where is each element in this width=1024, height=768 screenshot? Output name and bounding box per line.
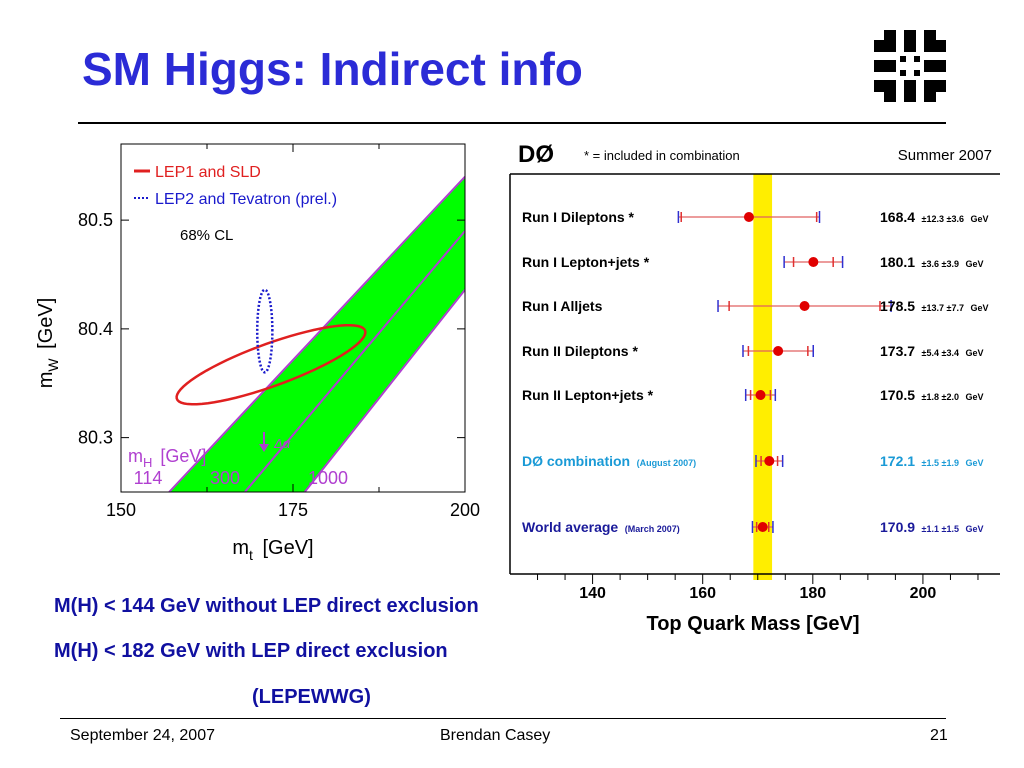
d0-data-point — [773, 346, 784, 356]
higgs-mass-value: 300 — [210, 468, 240, 488]
fermilab-logo-icon — [874, 30, 946, 102]
lep-plot-area — [168, 175, 465, 492]
footer-divider — [60, 718, 946, 719]
d0-measurement-value: 172.1 ±1.5 ±1.9 GeV — [880, 453, 983, 469]
lep1-sld-contour — [175, 323, 367, 406]
y-tick-label: 80.3 — [78, 428, 113, 448]
lep2-tevatron-contour — [255, 288, 274, 374]
world-average-band — [753, 174, 773, 580]
d0-data-point — [764, 456, 775, 466]
footer-page-number: 21 — [930, 727, 948, 744]
d0-measurement-value: 173.7 ±5.4 ±3.4 GeV — [880, 343, 983, 359]
d0-measurement-value: 170.9 ±1.1 ±1.5 GeV — [880, 519, 983, 535]
legend-lep2-label: LEP2 and Tevatron (prel.) — [155, 191, 337, 208]
d0-measurement-label: World average (March 2007) — [522, 519, 680, 535]
d0-data-point — [755, 390, 766, 400]
d0-measurement-row: Run II Lepton+jets * 170.5 ±1.8 ±2.0 GeV — [522, 387, 983, 403]
d0-x-tick-label: 180 — [799, 585, 826, 602]
footer-date: September 24, 2007 — [70, 727, 215, 744]
d0-data-point — [757, 522, 768, 532]
d0-x-tick-label: 200 — [910, 585, 937, 602]
d0-measurement-row: Run I Alljets 178.5 ±13.7 ±7.7 GeV — [522, 298, 988, 314]
delta-alpha-label: Δα — [273, 436, 291, 451]
d0-measurement-value: 180.1 ±3.6 ±3.9 GeV — [880, 254, 983, 270]
higgs-line-1000 — [303, 289, 465, 492]
d0-measurement-label: Run I Lepton+jets * — [522, 254, 650, 270]
d0-x-tick-label: 160 — [689, 585, 716, 602]
mw-vs-mt-chart: 150 175 200 80.3 80.4 80.5 mt [GeV] mW [GeV] LEP… — [35, 143, 480, 563]
d0-measurement-label: Run I Dileptons * — [522, 209, 635, 225]
delta-alpha-arrowhead — [259, 444, 269, 452]
higgs-line-114 — [168, 175, 465, 492]
higgs-mass-label: mH [GeV] — [128, 446, 206, 470]
legend-lep1-label: LEP1 and SLD — [155, 164, 261, 181]
y-tick-label: 80.4 — [78, 319, 113, 339]
d0-measurement-label: Run II Lepton+jets * — [522, 387, 654, 403]
y-axis-label: mW [GeV] — [35, 298, 61, 389]
d0-measurement-row: Run II Dileptons * 173.7 ±5.4 ±3.4 GeV — [522, 343, 983, 359]
title-divider — [78, 122, 946, 124]
slide-title: SM Higgs: Indirect info — [82, 43, 583, 95]
d0-data-point — [808, 257, 819, 267]
d0-experiment-label: DØ — [518, 141, 554, 168]
d0-x-axis-label: Top Quark Mass [GeV] — [646, 613, 859, 635]
higgs-mass-value: 1000 — [308, 468, 348, 488]
x-axis-label: mt [GeV] — [232, 537, 313, 563]
x-tick-label: 200 — [450, 500, 480, 520]
d0-top-mass-chart: DØ * = included in combination Summer 2007… — [509, 141, 1000, 635]
d0-measurement-label: Run I Alljets — [522, 298, 603, 314]
d0-measurement-value: 168.4 ±12.3 ±3.6 GeV — [880, 209, 988, 225]
confidence-level-label: 68% CL — [180, 227, 233, 244]
d0-date-label: Summer 2007 — [898, 147, 992, 164]
x-tick-label: 175 — [278, 500, 308, 520]
d0-measurement-value: 170.5 ±1.8 ±2.0 GeV — [880, 387, 983, 403]
d0-legend-note: * = included in combination — [584, 148, 740, 163]
d0-measurement-row: Run I Dileptons * 168.4 ±12.3 ±3.6 GeV — [522, 209, 988, 225]
note-without-lep: M(H) < 144 GeV without LEP direct exclus… — [54, 595, 479, 617]
footer-author: Brendan Casey — [440, 727, 551, 744]
d0-measurement-row: Run I Lepton+jets * 180.1 ±3.6 ±3.9 GeV — [522, 254, 983, 270]
note-with-lep: M(H) < 182 GeV with LEP direct exclusion — [54, 640, 448, 662]
d0-measurement-row: World average (March 2007) 170.9 ±1.1 ±1.… — [522, 519, 983, 535]
d0-data-point — [799, 301, 810, 311]
d0-measurement-row: DØ combination (August 2007) 172.1 ±1.5 ±… — [522, 453, 983, 469]
d0-data-point — [743, 212, 754, 222]
higgs-mass-value: 114 — [134, 468, 163, 488]
d0-measurement-value: 178.5 ±13.7 ±7.7 GeV — [880, 298, 988, 314]
d0-measurement-label: DØ combination (August 2007) — [522, 453, 696, 469]
d0-x-tick-label: 140 — [579, 585, 606, 602]
x-tick-label: 150 — [106, 500, 136, 520]
y-tick-label: 80.5 — [78, 210, 113, 230]
note-lepewwg: (LEPEWWG) — [252, 686, 371, 708]
d0-measurement-label: Run II Dileptons * — [522, 343, 638, 359]
higgs-line-300 — [244, 230, 465, 492]
